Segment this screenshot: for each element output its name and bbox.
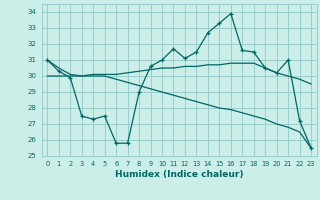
X-axis label: Humidex (Indice chaleur): Humidex (Indice chaleur) [115, 170, 244, 179]
